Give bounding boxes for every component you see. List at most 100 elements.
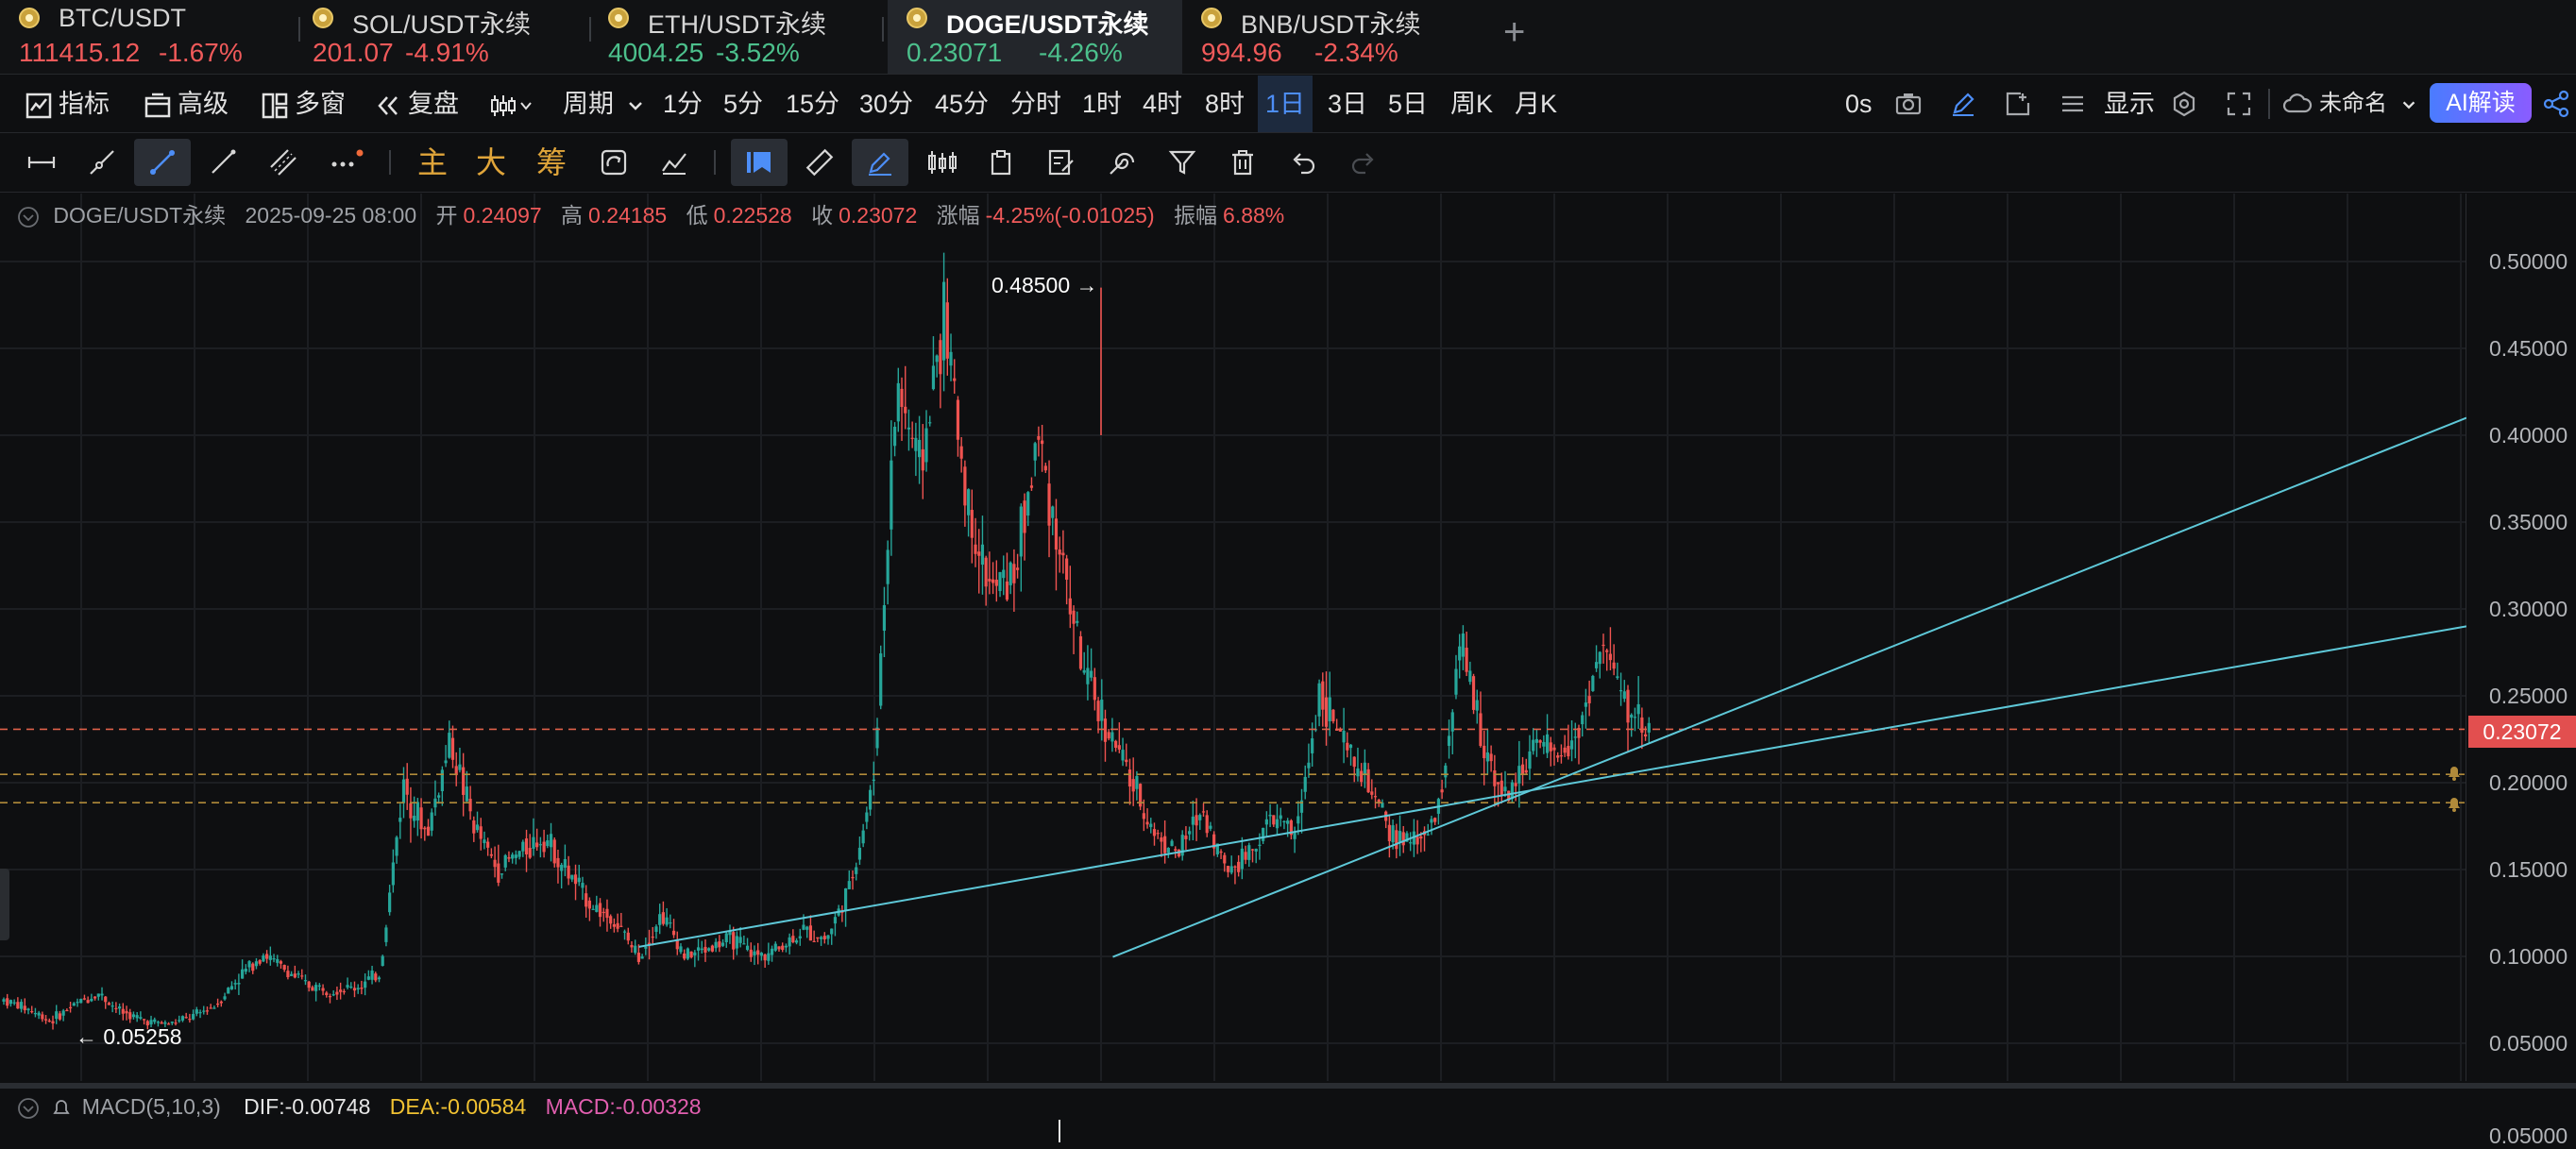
copy-tool[interactable] — [973, 139, 1029, 186]
chart-type-button[interactable] — [489, 76, 540, 132]
price-axis[interactable] — [2466, 194, 2576, 1081]
candle-body — [1279, 815, 1282, 820]
fib-tool[interactable] — [1093, 139, 1150, 186]
candle-body — [356, 988, 360, 990]
redo-button[interactable] — [1335, 139, 1392, 186]
candle-body — [486, 841, 490, 848]
more-tools-button[interactable] — [315, 139, 372, 186]
alert-bell-icon[interactable] — [2445, 794, 2464, 813]
display-button[interactable]: 显示 — [2104, 90, 2155, 118]
delete-tool[interactable] — [1214, 139, 1271, 186]
advanced-button[interactable]: 高级 — [144, 76, 229, 132]
add-tab-button[interactable]: + — [1503, 11, 1526, 53]
collapse-circle-icon[interactable] — [17, 206, 40, 228]
interval-15m[interactable]: 15分 — [786, 90, 840, 118]
main-chart-toggle[interactable]: 主 — [417, 145, 449, 179]
candle-body — [1496, 782, 1500, 785]
alert-bell-icon[interactable] — [2445, 763, 2464, 782]
candle-body — [180, 1016, 185, 1021]
panel-expand-handle[interactable] — [0, 869, 9, 940]
filter-tool[interactable] — [1154, 139, 1211, 186]
candle-body — [907, 427, 911, 430]
candle-body — [272, 958, 276, 960]
multi-window-button[interactable]: 多窗 — [261, 76, 346, 132]
undo-button[interactable] — [1275, 139, 1331, 186]
candle-body — [847, 881, 851, 889]
candle-body — [1041, 440, 1044, 445]
candles — [2, 252, 1651, 1030]
cloud-icon[interactable] — [2281, 90, 2313, 118]
layout-name-dropdown[interactable]: 未命名 — [2319, 76, 2418, 132]
candle-body — [626, 932, 630, 941]
interval-timeline[interactable]: 分时 — [1010, 90, 1061, 118]
ray-tool[interactable] — [74, 139, 130, 186]
ticker-tab-btc[interactable]: BTC/USDT 111415.12 -1.67% — [0, 0, 302, 74]
interval-week[interactable]: 周K — [1450, 90, 1494, 118]
interval-1d[interactable]: 1日 — [1258, 76, 1313, 132]
chips-toggle[interactable]: 筹 — [536, 145, 568, 179]
ticker-tab-sol[interactable]: SOL/USDT永续 201.07 -4.91% — [294, 0, 596, 74]
ruler-tool[interactable] — [791, 139, 848, 186]
interval-1m[interactable]: 1分 — [663, 90, 703, 118]
candle-body — [1468, 670, 1472, 683]
period-dropdown[interactable]: 周期 — [563, 76, 646, 132]
spiral-icon — [1110, 152, 1135, 175]
interval-5m[interactable]: 5分 — [723, 90, 764, 118]
candle-body — [1608, 653, 1613, 661]
trend-line-tool[interactable] — [134, 139, 191, 186]
interval-1h[interactable]: 1时 — [1082, 90, 1123, 118]
bell-icon[interactable] — [51, 1098, 72, 1119]
candle-body — [724, 933, 728, 943]
interval-30m[interactable]: 30分 — [859, 90, 914, 118]
indicator-tool[interactable] — [912, 139, 969, 186]
fullscreen-icon[interactable] — [2225, 90, 2253, 118]
measure-tool[interactable] — [646, 139, 703, 186]
bookmark-tool[interactable] — [731, 139, 788, 186]
ticker-tab-eth[interactable]: ETH/USDT永续 4004.25 -3.52% — [589, 0, 882, 74]
ai-interpret-button[interactable]: AI解读 — [2430, 83, 2532, 123]
line-segment-tool[interactable] — [195, 139, 251, 186]
ticker-tab-bnb[interactable]: BNB/USDT永续 994.96 -2.34% — [1182, 0, 1475, 74]
candle-body — [630, 945, 634, 948]
candle-body — [1012, 564, 1016, 583]
candle-body — [1254, 848, 1258, 852]
candle-body — [423, 827, 427, 830]
interval-3d[interactable]: 3日 — [1328, 90, 1368, 118]
gear-icon[interactable] — [2170, 90, 2198, 118]
interval-5d[interactable]: 5日 — [1388, 90, 1429, 118]
template-icon — [144, 93, 171, 118]
candle-body — [104, 996, 108, 1003]
edit-tool[interactable] — [1033, 139, 1090, 186]
period-label: 周期 — [563, 90, 614, 118]
interval-45m[interactable]: 45分 — [935, 90, 990, 118]
replay-button[interactable]: 复盘 — [374, 76, 459, 132]
interval-month[interactable]: 月K — [1515, 90, 1558, 118]
candle-body — [1430, 819, 1433, 823]
big-order-toggle[interactable]: 大 — [476, 145, 507, 179]
collapse-circle-icon[interactable] — [17, 1097, 40, 1120]
candle-body — [1209, 825, 1212, 829]
candle-body — [896, 382, 900, 422]
candle-body — [1370, 791, 1374, 795]
new-window-icon[interactable] — [2004, 90, 2032, 118]
draw-mode-tool[interactable] — [852, 139, 908, 186]
ticker-tab-doge[interactable]: DOGE/USDT永续 0.23071 -4.26% — [888, 0, 1182, 74]
share-icon[interactable] — [2542, 90, 2570, 118]
candle-body — [409, 803, 413, 819]
countdown-label: 0s — [1845, 90, 1873, 118]
parallel-channel-tool[interactable] — [255, 139, 312, 186]
channel-lines — [638, 416, 2467, 958]
magnet-tool[interactable] — [585, 139, 642, 186]
interval-4h[interactable]: 4时 — [1143, 90, 1183, 118]
open-value: 0.24097 — [463, 203, 542, 228]
camera-icon[interactable] — [1894, 90, 1923, 118]
candle-body — [1107, 732, 1110, 739]
pane-divider[interactable] — [0, 1083, 2576, 1089]
indicators-button[interactable]: 指标 — [25, 76, 110, 132]
pencil-icon[interactable] — [1949, 90, 1977, 118]
horizontal-line-tool[interactable] — [13, 139, 70, 186]
candle-body — [636, 953, 640, 962]
interval-8h[interactable]: 8时 — [1205, 90, 1246, 118]
list-icon[interactable] — [2059, 90, 2087, 118]
